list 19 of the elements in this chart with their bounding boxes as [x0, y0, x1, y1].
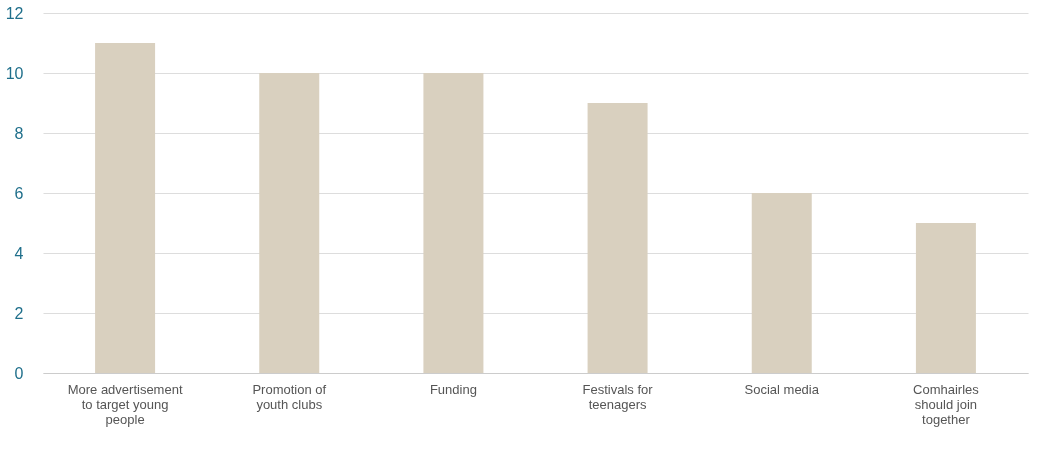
y-tick-label: 12: [5, 4, 24, 22]
y-tick-label: 8: [14, 124, 24, 142]
y-tick-label: 0: [14, 364, 24, 382]
y-tick-label: 10: [5, 64, 24, 82]
x-tick-label: Festivals for teenagers: [582, 381, 654, 412]
bar: [915, 223, 976, 373]
bar: [587, 103, 648, 373]
y-tick-label: 2: [14, 304, 24, 322]
bar: [259, 73, 320, 373]
bar: [95, 43, 156, 373]
x-tick-label: Funding: [429, 381, 477, 397]
bar: [423, 73, 484, 373]
x-tick-label: Promotion of youth clubs: [252, 381, 327, 412]
x-tick-label: Comhairles should join together: [913, 381, 980, 427]
x-tick-label: Social media: [744, 381, 820, 397]
bar: [751, 193, 812, 373]
y-tick-label: 4: [14, 244, 24, 262]
y-tick-label: 6: [14, 184, 24, 202]
x-tick-label: More advertisement to target young people: [67, 381, 183, 427]
